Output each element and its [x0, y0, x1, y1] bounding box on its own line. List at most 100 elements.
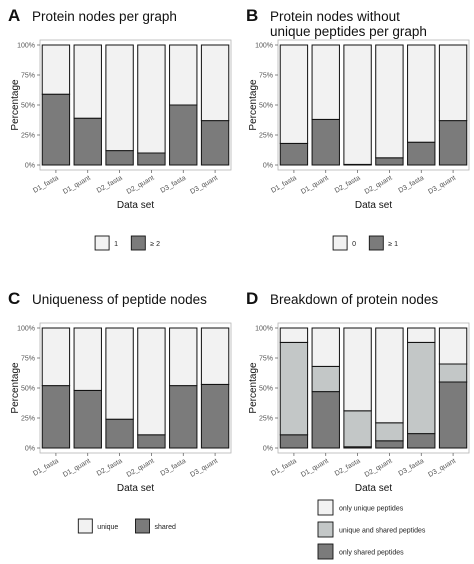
bar-segment: [343, 327, 372, 412]
bar-segment: [375, 440, 404, 449]
panel-title: Protein nodes per graph: [32, 9, 177, 24]
y-tick-label: 50%: [259, 386, 273, 393]
panel-title: Protein nodes without: [270, 9, 400, 24]
bar-segment: [137, 327, 166, 436]
x-tick-label: D1_fasta: [32, 458, 60, 478]
panel-title: Uniqueness of peptide nodes: [32, 292, 207, 307]
y-axis-title: Percentage: [248, 79, 259, 131]
y-tick-label: 100%: [255, 326, 273, 333]
legend-label: only unique peptides: [339, 506, 404, 513]
bar-segment: [41, 385, 71, 449]
legend-label: ≥ 1: [388, 241, 398, 248]
bar-segment: [169, 44, 198, 106]
x-tick-label: D1_fasta: [270, 458, 298, 478]
x-tick-label: D1_fasta: [270, 175, 298, 195]
x-axis-title: Data set: [355, 483, 392, 494]
x-tick-label: D3_quant: [189, 175, 219, 196]
legend-swatch: [317, 543, 334, 560]
plot-area: [39, 39, 232, 171]
x-tick-label: D3_fasta: [159, 175, 187, 195]
bar-segment: [279, 44, 309, 144]
x-tick-label: D2_quant: [126, 175, 156, 196]
bar-segment: [375, 157, 404, 166]
bar-segment: [41, 93, 71, 166]
plot-area: [39, 322, 232, 454]
y-tick-label: 100%: [17, 326, 35, 333]
x-tick-label: D3_fasta: [397, 175, 425, 195]
y-tick-label: 50%: [21, 386, 35, 393]
bar-segment: [41, 327, 71, 387]
y-tick-label: 25%: [259, 416, 273, 423]
bar-segment: [73, 389, 102, 449]
legend-swatch: [77, 518, 93, 534]
bar-segment: [438, 363, 468, 383]
panel-c: C Uniqueness of peptide nodes 0% 25% 50% 75% 1…: [8, 289, 232, 534]
bar-segment: [438, 44, 468, 122]
plot-area: [277, 39, 470, 171]
y-tick-label: 100%: [255, 43, 273, 50]
bar-segment: [41, 44, 71, 95]
bar-segment: [279, 327, 309, 343]
bar-segment: [375, 327, 404, 424]
x-tick-label: D1_quant: [62, 175, 92, 196]
x-tick-label: D3_quant: [427, 175, 457, 196]
bar-segment: [407, 141, 436, 166]
bar-segment: [73, 117, 102, 166]
y-tick-label: 25%: [259, 133, 273, 140]
y-tick-label: 75%: [21, 73, 35, 80]
y-tick-label: 75%: [259, 73, 273, 80]
panel-letter: D: [246, 289, 258, 308]
bar-segment: [105, 44, 134, 152]
y-tick-label: 25%: [21, 416, 35, 423]
x-tick-label: D1_quant: [62, 458, 92, 479]
panel-letter: C: [8, 289, 20, 308]
bar-segment: [343, 44, 372, 165]
y-tick-label: 25%: [21, 133, 35, 140]
x-tick-label: D1_quant: [300, 175, 330, 196]
y-tick-label: 0%: [25, 446, 35, 453]
bar-segment: [438, 381, 468, 449]
legend-swatch: [130, 235, 146, 251]
y-tick-label: 75%: [21, 356, 35, 363]
bar-segment: [200, 327, 230, 385]
panel-letter: A: [8, 6, 20, 25]
bar-segment: [137, 152, 166, 166]
y-axis-title: Percentage: [10, 362, 21, 414]
x-tick-label: D2_fasta: [334, 458, 362, 478]
bar-segment: [200, 44, 230, 122]
x-tick-label: D3_fasta: [159, 458, 187, 478]
bar-segment: [137, 434, 166, 449]
x-tick-label: D1_fasta: [32, 175, 60, 195]
y-tick-label: 75%: [259, 356, 273, 363]
bar-segment: [200, 120, 230, 166]
x-tick-label: D1_quant: [300, 458, 330, 479]
x-tick-label: D3_quant: [189, 458, 219, 479]
legend-label: unique: [97, 524, 118, 531]
bar-segment: [311, 391, 340, 449]
x-tick-label: D2_quant: [364, 458, 394, 479]
legend-swatch: [94, 235, 110, 251]
legend-label: unique and shared peptides: [339, 528, 426, 535]
panel-letter: B: [246, 6, 258, 25]
x-axis-title: Data set: [117, 200, 154, 211]
bar-segment: [438, 120, 468, 166]
bar-segment: [169, 104, 198, 166]
bar-segment: [169, 327, 198, 387]
legend-label: 0: [352, 241, 356, 248]
bar-segment: [375, 422, 404, 442]
x-tick-label: D2_fasta: [96, 458, 124, 478]
legend-label: 1: [114, 241, 118, 248]
y-tick-label: 50%: [259, 103, 273, 110]
y-axis-title: Percentage: [248, 362, 259, 414]
y-tick-label: 100%: [17, 43, 35, 50]
panel-a: A Protein nodes per graph 0% 25% 50% 75% 100% P…: [8, 6, 232, 251]
x-tick-label: D3_fasta: [397, 458, 425, 478]
bar-segment: [105, 327, 134, 420]
bar-segment: [279, 341, 309, 436]
bar-segment: [407, 327, 436, 343]
bar-segment: [438, 327, 468, 365]
x-tick-label: D2_quant: [364, 175, 394, 196]
legend-label: shared: [155, 524, 177, 531]
bar-segment: [311, 44, 340, 120]
